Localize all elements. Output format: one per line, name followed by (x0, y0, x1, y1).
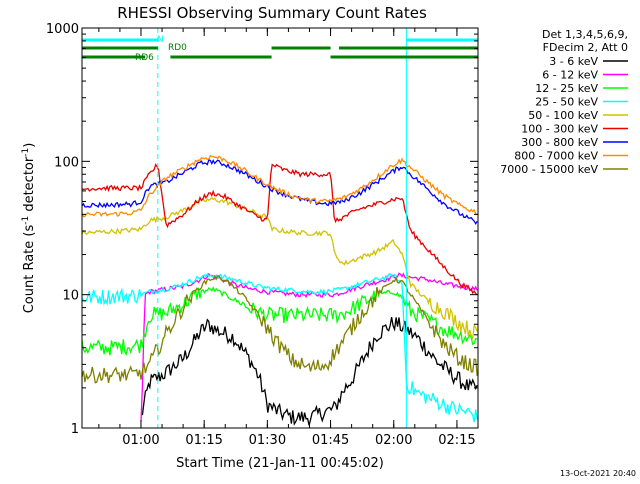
y-tick-label-1: 1 (71, 422, 79, 437)
x-tick-label-5: 02:00 (375, 433, 412, 448)
legend-label-8: 800 - 7000 keV (514, 150, 598, 163)
series-line-7 (81, 159, 478, 225)
legend-label-4: 25 - 50 keV (535, 96, 598, 109)
y-tick-label-4: 1000 (46, 22, 79, 37)
y-tick-label-3: 100 (54, 155, 79, 170)
flag-label-rd0: RD0 (168, 43, 187, 53)
plot-frame (81, 27, 479, 429)
series-line-3 (81, 286, 478, 356)
flag-label-rd6: RD6 (135, 53, 154, 63)
footer-timestamp: 13-Oct-2021 20:40 (560, 469, 636, 478)
legend-header-line-1: Det 1,3,4,5,6,9, (542, 28, 628, 41)
series-line-6 (81, 163, 478, 296)
x-tick-label-6: 02:15 (438, 433, 475, 448)
series-line-9 (81, 274, 478, 384)
x-tick-label-3: 01:30 (249, 433, 286, 448)
chart-title: RHESSI Observing Summary Count Rates (117, 4, 427, 22)
legend-label-6: 100 - 300 keV (521, 123, 598, 136)
legend: Det 1,3,4,5,6,9,FDecim 2, Att 03 - 6 keV… (500, 28, 628, 176)
y-axis-label: Count Rate (s-1 detector-1) (21, 143, 37, 314)
y-tick-label-2: 10 (62, 289, 79, 304)
x-tick-label-4: 01:45 (312, 433, 349, 448)
legend-label-3: 12 - 25 keV (535, 82, 598, 95)
legend-label-9: 7000 - 15000 keV (500, 163, 598, 176)
legend-label-7: 300 - 800 keV (521, 136, 598, 149)
x-tick-label-2: 01:15 (185, 433, 222, 448)
legend-label-5: 50 - 100 keV (528, 109, 598, 122)
series-line-5 (81, 196, 478, 340)
legend-label-1: 3 - 6 keV (549, 55, 598, 68)
legend-label-2: 6 - 12 keV (542, 69, 598, 82)
series-line-8 (81, 154, 478, 218)
x-axis-label: Start Time (21-Jan-11 00:45:02) (176, 456, 384, 471)
series-line-2 (140, 272, 478, 422)
series-line-4 (81, 272, 478, 423)
flag-label-n: N (157, 35, 164, 45)
x-tick-label-1: 01:00 (122, 433, 159, 448)
legend-header-line-2: FDecim 2, Att 0 (543, 41, 628, 54)
